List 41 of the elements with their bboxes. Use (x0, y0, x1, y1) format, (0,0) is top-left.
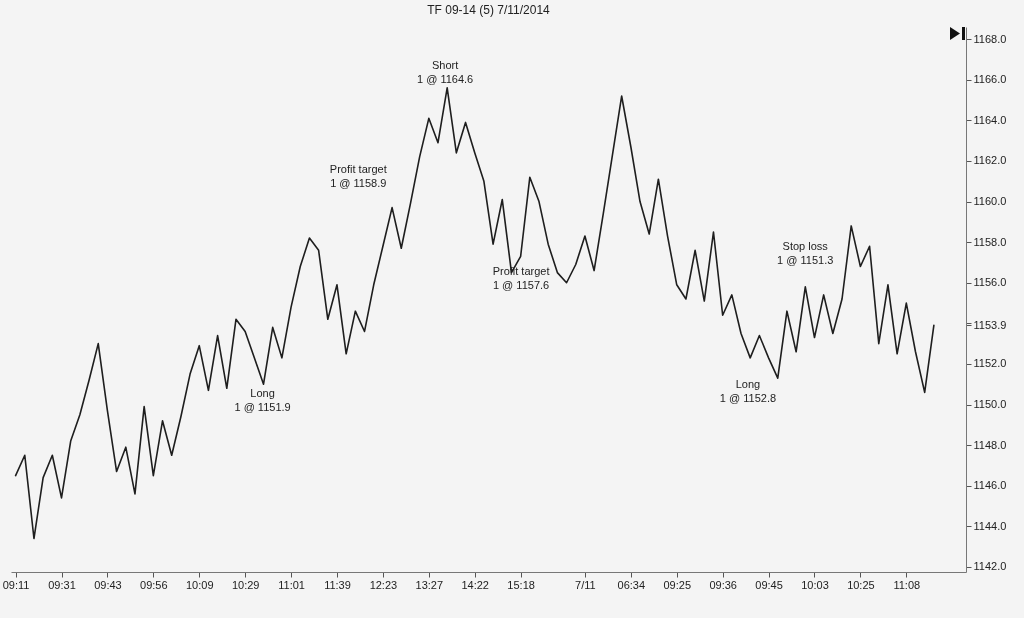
y-tick-label: 1164.0 (973, 113, 1007, 126)
y-tick-label: 1168.0 (973, 32, 1007, 45)
annotation: Stop loss 1 @ 1151.3 (777, 240, 834, 267)
y-tick-label: 1153.9 (973, 318, 1007, 331)
y-tick-label: 1152.0 (973, 357, 1007, 370)
y-tick-label: 1156.0 (973, 276, 1007, 289)
x-tick-label: 10:25 (847, 578, 875, 591)
x-tick-label: 7/11 (575, 578, 596, 591)
x-tick-label: 09:56 (140, 578, 168, 591)
x-tick-label: 09:36 (709, 578, 737, 591)
annotation: Profit target 1 @ 1158.9 (329, 163, 387, 190)
x-tick-label: 09:11 (2, 578, 30, 591)
x-tick-label: 11:39 (324, 578, 351, 591)
annotation: Short 1 @ 1164.6 (416, 59, 474, 86)
x-tick-label: 09:25 (663, 578, 692, 591)
y-tick-label: 1142.0 (973, 560, 1007, 573)
y-tick-label: 1148.0 (973, 438, 1007, 451)
x-tick-label: 11:01 (278, 578, 305, 591)
x-tick-label: 10:03 (801, 578, 829, 591)
y-tick-label: 1144.0 (973, 519, 1007, 532)
x-tick-label: 12:23 (369, 578, 398, 591)
annotation: Long 1 @ 1151.9 (234, 387, 291, 414)
x-tick-label: 09:43 (94, 578, 122, 591)
chart-title: TF 09-14 (5) 7/11/2014 (427, 3, 551, 17)
y-tick-label: 1166.0 (973, 73, 1007, 86)
x-tick-label: 14:22 (461, 578, 489, 591)
x-tick-label: 15:18 (507, 578, 535, 591)
y-tick-label: 1158.0 (973, 235, 1007, 248)
y-tick-label: 1162.0 (973, 154, 1007, 167)
x-tick-label: 13:27 (415, 578, 444, 591)
x-tick-label: 09:31 (48, 578, 76, 591)
line-series (14, 87, 935, 540)
y-tick-label: 1146.0 (973, 479, 1007, 492)
x-tick-label: 09:45 (755, 578, 783, 591)
y-tick-label: 1150.0 (973, 398, 1007, 411)
x-tick-label: 06:34 (617, 578, 646, 591)
y-tick-label: 1160.0 (973, 195, 1007, 208)
x-tick-label: 10:29 (231, 578, 260, 591)
x-tick-label: 11:08 (893, 578, 921, 591)
x-tick-label: 10:09 (185, 578, 214, 591)
annotation: Long 1 @ 1152.8 (719, 377, 777, 404)
